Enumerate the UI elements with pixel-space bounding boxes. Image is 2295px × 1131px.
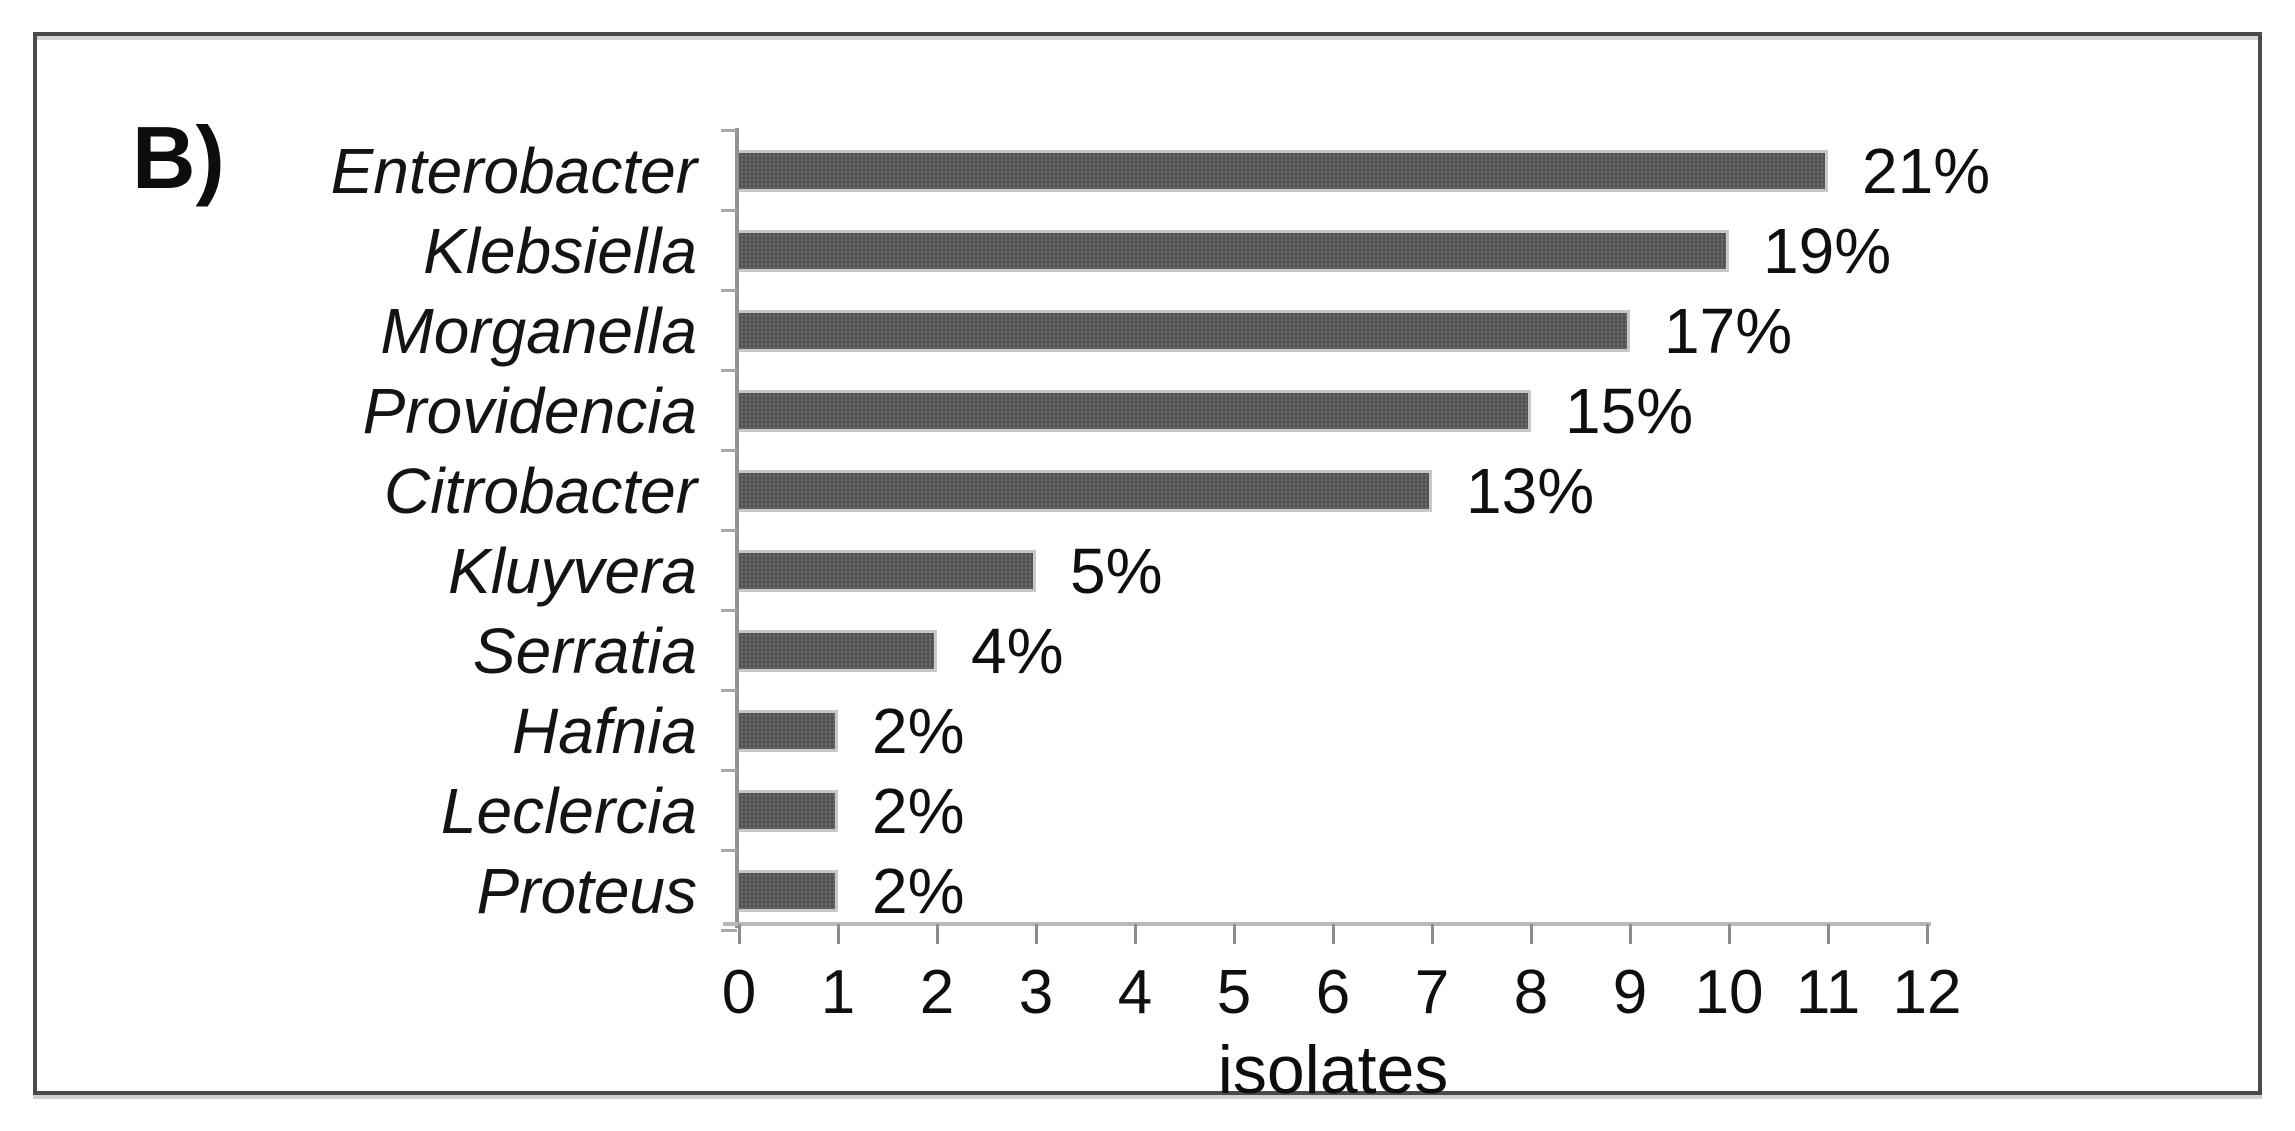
category-label: Providencia [362,375,697,447]
x-axis-tick [1530,924,1533,944]
y-axis-line [735,128,739,928]
value-label: 5% [1070,535,1163,607]
value-label: 2% [872,855,965,927]
bar [739,550,1036,592]
value-label: 17% [1664,295,1793,367]
y-axis-tick [721,849,737,852]
value-label: 4% [971,615,1064,687]
category-label: Leclercia [440,775,697,847]
value-label: 15% [1565,375,1694,447]
y-axis-tick [721,689,737,692]
y-axis-tick [721,609,737,612]
category-label: Serratia [472,615,697,687]
value-label: 2% [872,695,965,767]
x-axis-tick [738,924,741,944]
category-label: Enterobacter [330,135,697,207]
y-axis-tick [721,449,737,452]
y-axis-tick [721,929,737,932]
bar [739,790,838,832]
y-axis-tick [721,129,737,132]
bar [739,870,838,912]
x-axis-tick-label: 9 [1612,958,1648,1027]
x-axis-tick [1431,924,1434,944]
bar [739,710,838,752]
x-axis-tick [1926,924,1929,944]
x-axis-tick-label: 2 [919,958,955,1027]
x-axis-tick [837,924,840,944]
value-label: 19% [1763,215,1892,287]
y-axis-tick [721,769,737,772]
x-axis-tick [1728,924,1731,944]
category-label: Kluyvera [448,535,697,607]
value-label: 2% [872,775,965,847]
x-axis-tick [1629,924,1632,944]
figure-border-box: B) Enterobacter 21% Klebsiella 19% Morganell… [33,32,2262,1104]
x-axis-tick-label: 5 [1216,958,1252,1027]
y-axis-tick [721,529,737,532]
x-axis-tick-label: 8 [1513,958,1549,1027]
x-axis-tick [1332,924,1335,944]
category-label: Proteus [476,855,697,927]
value-label: 21% [1862,135,1991,207]
x-axis-tick-label: 1 [820,958,856,1027]
bar [739,470,1432,512]
x-axis-tick-label: 11 [1795,958,1861,1027]
bar [739,310,1630,352]
x-axis-tick-label: 4 [1117,958,1153,1027]
y-axis-tick [721,289,737,292]
y-axis-tick [721,209,737,212]
bar [739,390,1531,432]
x-axis-tick-label: 0 [721,958,757,1027]
category-label: Morganella [380,295,697,367]
value-label: 13% [1466,455,1595,527]
x-axis-tick-label: 12 [1892,958,1962,1027]
y-axis-tick [721,369,737,372]
bar [739,150,1828,192]
x-axis-tick [1134,924,1137,944]
bar [739,230,1729,272]
x-axis-tick [936,924,939,944]
category-label: Hafnia [512,695,697,767]
x-axis-title: isolates [1217,1032,1449,1108]
x-axis-tick-label: 10 [1694,958,1764,1027]
category-label: Klebsiella [423,215,697,287]
x-axis-tick [1233,924,1236,944]
x-axis-line [723,922,1931,926]
category-label: Citrobacter [384,455,697,527]
x-axis-tick [1035,924,1038,944]
x-axis-tick [1827,924,1830,944]
bar [739,630,937,672]
x-axis-tick-label: 3 [1018,958,1054,1027]
x-axis-tick-label: 7 [1414,958,1450,1027]
panel-label: B) [132,108,225,207]
x-axis-tick-label: 6 [1315,958,1351,1027]
